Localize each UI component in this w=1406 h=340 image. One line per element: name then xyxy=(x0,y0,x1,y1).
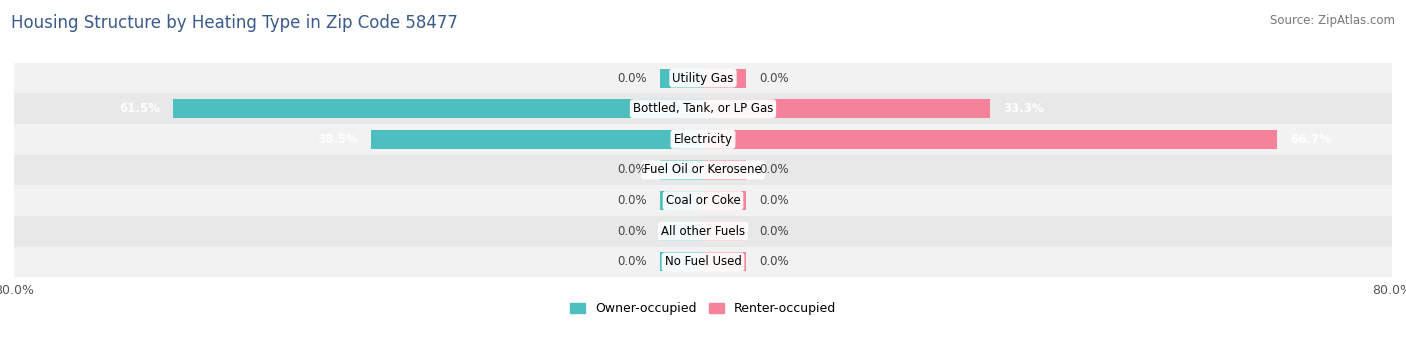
Bar xyxy=(703,160,747,180)
Bar xyxy=(703,69,747,88)
Text: 0.0%: 0.0% xyxy=(617,71,647,85)
Text: 0.0%: 0.0% xyxy=(759,225,789,238)
Text: 61.5%: 61.5% xyxy=(120,102,160,115)
Text: No Fuel Used: No Fuel Used xyxy=(665,255,741,269)
Bar xyxy=(703,252,747,271)
Text: Housing Structure by Heating Type in Zip Code 58477: Housing Structure by Heating Type in Zip… xyxy=(11,14,458,32)
Bar xyxy=(14,94,1392,124)
Text: Coal or Coke: Coal or Coke xyxy=(665,194,741,207)
Text: Source: ZipAtlas.com: Source: ZipAtlas.com xyxy=(1270,14,1395,27)
Text: Fuel Oil or Kerosene: Fuel Oil or Kerosene xyxy=(644,164,762,176)
Bar xyxy=(14,185,1392,216)
Text: 33.3%: 33.3% xyxy=(1002,102,1043,115)
Text: Bottled, Tank, or LP Gas: Bottled, Tank, or LP Gas xyxy=(633,102,773,115)
Text: 38.5%: 38.5% xyxy=(318,133,359,146)
Bar xyxy=(703,130,1278,149)
Text: 0.0%: 0.0% xyxy=(617,164,647,176)
Text: 66.7%: 66.7% xyxy=(1291,133,1331,146)
Bar xyxy=(703,222,747,241)
Bar xyxy=(14,124,1392,155)
Bar xyxy=(14,63,1392,94)
Text: 0.0%: 0.0% xyxy=(759,194,789,207)
Legend: Owner-occupied, Renter-occupied: Owner-occupied, Renter-occupied xyxy=(565,298,841,320)
Bar xyxy=(173,99,703,118)
Text: 0.0%: 0.0% xyxy=(617,255,647,269)
Text: 0.0%: 0.0% xyxy=(759,71,789,85)
Bar xyxy=(703,99,990,118)
Text: Electricity: Electricity xyxy=(673,133,733,146)
Bar xyxy=(659,160,703,180)
Bar xyxy=(14,246,1392,277)
Text: All other Fuels: All other Fuels xyxy=(661,225,745,238)
Bar xyxy=(14,155,1392,185)
Text: 0.0%: 0.0% xyxy=(759,164,789,176)
Bar xyxy=(659,69,703,88)
Bar xyxy=(659,191,703,210)
Bar xyxy=(14,216,1392,246)
Text: 0.0%: 0.0% xyxy=(759,255,789,269)
Text: 0.0%: 0.0% xyxy=(617,194,647,207)
Text: Utility Gas: Utility Gas xyxy=(672,71,734,85)
Bar xyxy=(659,252,703,271)
Bar xyxy=(371,130,703,149)
Bar xyxy=(659,222,703,241)
Text: 0.0%: 0.0% xyxy=(617,225,647,238)
Bar xyxy=(703,191,747,210)
